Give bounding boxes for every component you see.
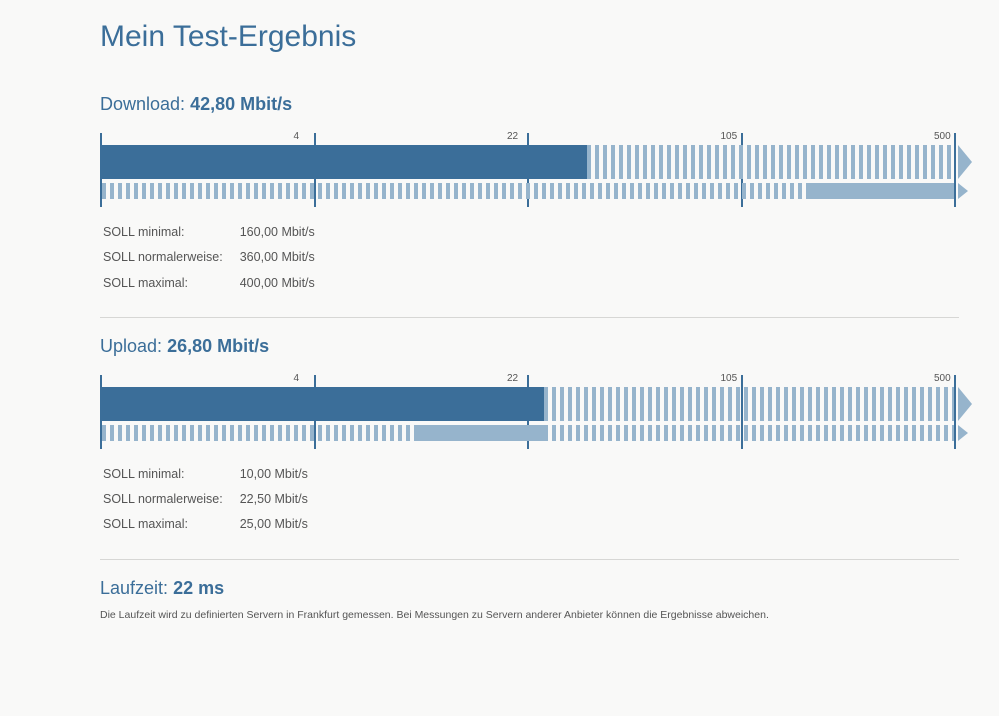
download-label: Download:	[100, 94, 185, 114]
axis-tick-label: 105	[721, 373, 738, 384]
upload-heading: Upload: 26,80 Mbit/s	[100, 336, 959, 357]
axis-tick-label: 500	[934, 373, 951, 384]
soll-maximal-label: SOLL maximal:	[102, 513, 237, 536]
download-section: Download: 42,80 Mbit/s 4 22 105 500 SOLL mi…	[100, 94, 959, 297]
soll-minimal-label: SOLL minimal:	[102, 463, 237, 486]
upload-actual-bar	[102, 387, 546, 421]
soll-normal-value: 360,00 Mbit/s	[239, 246, 316, 269]
upload-target-hatch-left	[102, 425, 416, 441]
soll-normal-value: 22,50 Mbit/s	[239, 488, 309, 511]
upload-soll-table: SOLL minimal: 10,00 Mbit/s SOLL normaler…	[100, 461, 311, 539]
upload-target-bar	[416, 425, 544, 441]
download-chart: 4 22 105 500	[100, 133, 959, 207]
laufzeit-footnote: Die Laufzeit wird zu definierten Servern…	[100, 609, 959, 621]
upload-label: Upload:	[100, 336, 162, 356]
download-soll-table: SOLL minimal: 160,00 Mbit/s SOLL normale…	[100, 219, 318, 297]
page-title: Mein Test-Ergebnis	[100, 20, 959, 54]
upload-chart: 4 22 105 500	[100, 375, 959, 449]
soll-minimal-label: SOLL minimal:	[102, 221, 237, 244]
divider	[100, 559, 959, 560]
divider	[100, 317, 959, 318]
download-value: 42,80 Mbit/s	[190, 94, 292, 114]
arrow-right-icon	[958, 145, 972, 179]
axis-tick-label: 105	[721, 131, 738, 142]
arrow-right-icon	[958, 183, 968, 199]
laufzeit-heading: Laufzeit: 22 ms	[100, 578, 959, 599]
soll-minimal-value: 10,00 Mbit/s	[239, 463, 309, 486]
download-actual-hatch	[587, 145, 954, 179]
axis-tick	[954, 133, 956, 207]
soll-normal-label: SOLL normalerweise:	[102, 246, 237, 269]
soll-minimal-value: 160,00 Mbit/s	[239, 221, 316, 244]
download-heading: Download: 42,80 Mbit/s	[100, 94, 959, 115]
arrow-right-icon	[958, 425, 968, 441]
axis-tick-label: 22	[507, 373, 518, 384]
upload-actual-hatch	[544, 387, 954, 421]
upload-target-hatch-right	[544, 425, 954, 441]
axis-tick	[954, 375, 956, 449]
download-target-hatch-left	[102, 183, 809, 199]
axis-tick-label: 4	[294, 373, 300, 384]
laufzeit-value: 22 ms	[173, 578, 224, 598]
soll-maximal-label: SOLL maximal:	[102, 272, 237, 295]
download-target-bar	[809, 183, 954, 199]
soll-maximal-value: 400,00 Mbit/s	[239, 272, 316, 295]
axis-tick-label: 4	[294, 131, 300, 142]
soll-maximal-value: 25,00 Mbit/s	[239, 513, 309, 536]
download-actual-bar	[102, 145, 589, 179]
upload-section: Upload: 26,80 Mbit/s 4 22 105 500 SOLL mini…	[100, 336, 959, 539]
axis-tick-label: 22	[507, 131, 518, 142]
axis-tick-label: 500	[934, 131, 951, 142]
soll-normal-label: SOLL normalerweise:	[102, 488, 237, 511]
laufzeit-label: Laufzeit:	[100, 578, 168, 598]
upload-value: 26,80 Mbit/s	[167, 336, 269, 356]
arrow-right-icon	[958, 387, 972, 421]
